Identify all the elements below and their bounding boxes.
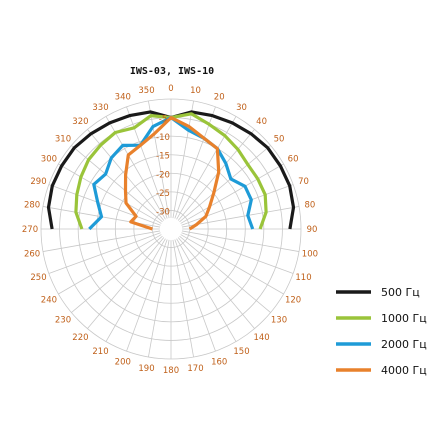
radius-tick-label: -20 xyxy=(156,170,170,180)
angle-tick-label: 40 xyxy=(256,117,267,127)
angle-tick-label: 110 xyxy=(295,273,311,283)
angle-tick-label: 300 xyxy=(41,155,57,165)
radius-tick-label: -15 xyxy=(156,152,170,162)
angle-tick-label: 200 xyxy=(115,358,131,368)
legend-label: 4000 Гц xyxy=(381,364,427,377)
angle-tick-label: 250 xyxy=(30,273,46,283)
angle-tick-label: 330 xyxy=(92,103,108,113)
angle-tick-label: 30 xyxy=(236,103,247,113)
grid-spoke xyxy=(126,239,168,352)
grid-spoke xyxy=(71,235,163,313)
grid-spoke xyxy=(105,238,166,342)
grid-spoke xyxy=(148,100,170,219)
grid-spoke xyxy=(180,163,284,224)
angle-tick-label: 10 xyxy=(190,86,201,96)
grid-spoke xyxy=(181,230,300,252)
angle-tick-label: 20 xyxy=(214,93,225,103)
angle-tick-label: 170 xyxy=(187,364,203,374)
angle-tick-label: 210 xyxy=(92,347,108,357)
angle-tick-label: 230 xyxy=(55,316,71,326)
radius-labels: -5 -10 -15 -20 -25 -30 xyxy=(156,115,170,218)
grid-spoke xyxy=(71,145,163,223)
grid-spoke xyxy=(58,234,162,295)
angle-tick-label: 130 xyxy=(271,316,287,326)
grid-spoke xyxy=(172,239,194,358)
grid-spoke xyxy=(58,163,162,224)
angle-tick-label: 150 xyxy=(233,347,249,357)
angle-tick-label: 80 xyxy=(304,201,315,211)
angle-tick-label: 70 xyxy=(298,177,309,187)
grid-spoke xyxy=(180,234,284,295)
angle-tick-label: 180 xyxy=(163,366,179,376)
grid-spoke xyxy=(179,235,271,313)
grid-spoke xyxy=(148,239,170,358)
grid-spoke xyxy=(42,230,161,252)
grid-spoke xyxy=(176,238,237,342)
series-layer xyxy=(46,110,296,231)
angle-tick-label: 50 xyxy=(274,134,285,144)
angle-tick-label: 140 xyxy=(253,333,269,343)
radius-tick-label: -5 xyxy=(159,115,167,125)
grid-spoke xyxy=(177,237,255,329)
angle-tick-label: 190 xyxy=(138,364,154,374)
radius-tick-label: -25 xyxy=(156,189,170,199)
angle-tick-label: 0 xyxy=(168,84,173,94)
grid-spoke xyxy=(172,100,194,219)
grid-spoke xyxy=(174,239,216,352)
grid-spoke xyxy=(181,184,294,226)
radius-tick-label: -10 xyxy=(156,133,170,143)
angle-tick-label: 240 xyxy=(41,296,57,306)
grid-spoke xyxy=(176,116,237,220)
grid-spoke xyxy=(48,184,161,226)
legend-label: 500 Гц xyxy=(381,286,420,299)
grid-spoke xyxy=(87,237,165,329)
legend-label: 2000 Гц xyxy=(381,338,427,351)
series-line-4 xyxy=(123,115,221,231)
polar-grid xyxy=(40,98,302,360)
angle-tick-label: 290 xyxy=(30,177,46,187)
angle-tick-label: 60 xyxy=(288,155,299,165)
angle-tick-label: 350 xyxy=(138,86,154,96)
angle-tick-label: 340 xyxy=(115,93,131,103)
grid-spoke xyxy=(181,232,294,274)
angle-tick-label: 90 xyxy=(307,225,318,235)
chart-title: IWS-03, IWS-10 xyxy=(130,66,214,77)
grid-spoke xyxy=(48,232,161,274)
grid-spoke xyxy=(181,206,300,228)
angle-tick-label: 310 xyxy=(55,134,71,144)
angle-tick-label: 120 xyxy=(285,296,301,306)
grid-spoke xyxy=(179,145,271,223)
angle-tick-label: 320 xyxy=(72,117,88,127)
grid-spoke xyxy=(177,129,255,221)
radius-tick-label: -30 xyxy=(156,207,170,217)
legend-label: 1000 Гц xyxy=(381,312,427,325)
grid-spoke xyxy=(126,106,168,219)
angle-tick-label: 100 xyxy=(302,250,318,260)
angle-tick-label: 260 xyxy=(24,250,40,260)
angle-tick-label: 270 xyxy=(22,225,38,235)
chart-legend: 500 Гц 1000 Гц 2000 Гц 4000 Гц xyxy=(336,286,427,377)
angle-tick-label: 220 xyxy=(72,333,88,343)
angle-tick-label: 280 xyxy=(24,201,40,211)
angle-tick-label: 160 xyxy=(211,358,227,368)
